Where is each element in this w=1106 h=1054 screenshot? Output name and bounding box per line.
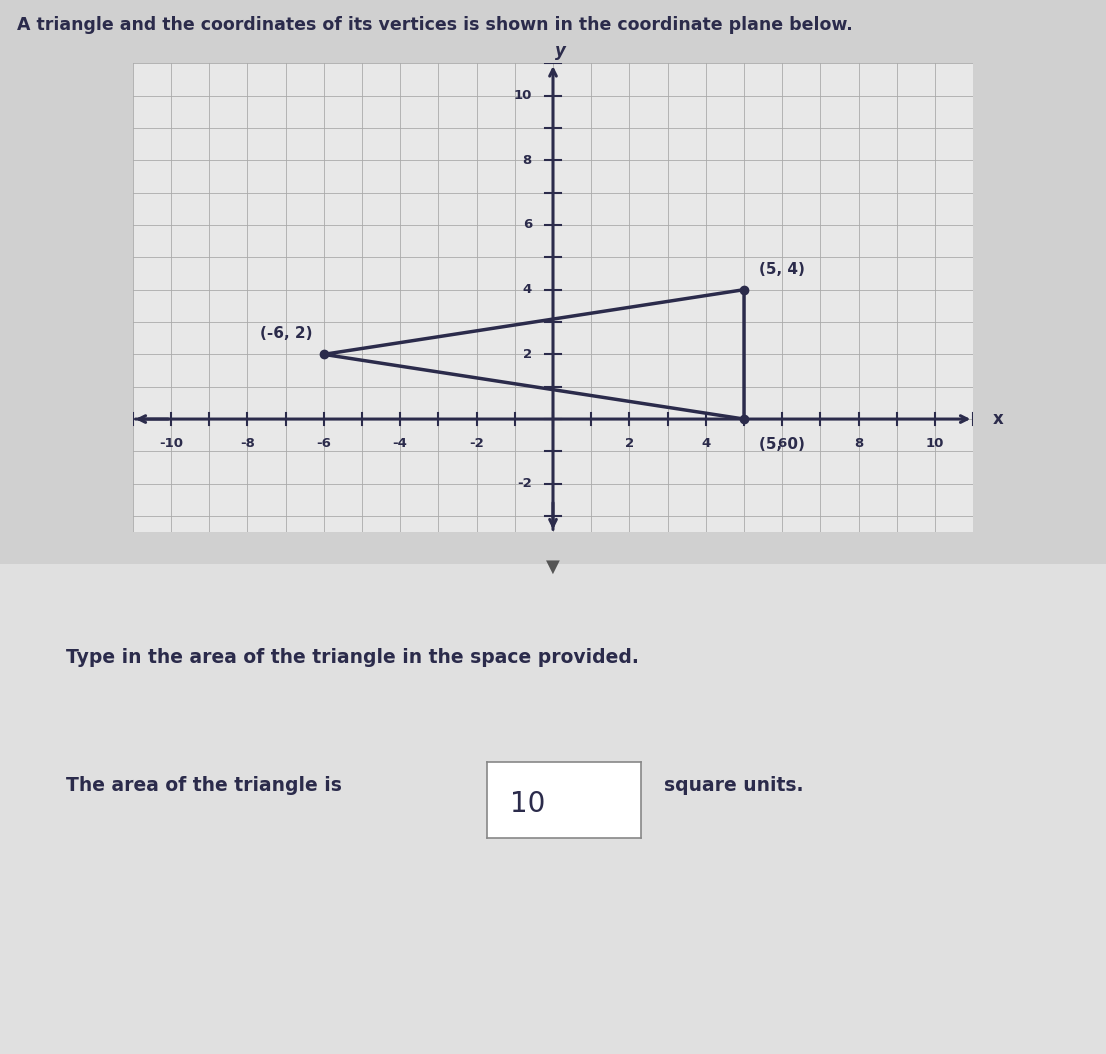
Text: -4: -4 xyxy=(393,436,408,450)
Text: Type in the area of the triangle in the space provided.: Type in the area of the triangle in the … xyxy=(66,648,639,667)
Text: A triangle and the coordinates of its vertices is shown in the coordinate plane : A triangle and the coordinates of its ve… xyxy=(17,16,853,34)
Text: 10: 10 xyxy=(510,789,545,818)
Text: 2: 2 xyxy=(625,436,634,450)
Text: 10: 10 xyxy=(926,436,945,450)
Text: 4: 4 xyxy=(701,436,710,450)
Text: x: x xyxy=(992,410,1003,428)
Text: 8: 8 xyxy=(523,154,532,167)
Text: 6: 6 xyxy=(778,436,786,450)
Text: 6: 6 xyxy=(523,218,532,232)
Text: 2: 2 xyxy=(523,348,532,360)
Text: -8: -8 xyxy=(240,436,254,450)
Text: square units.: square units. xyxy=(664,776,803,795)
Text: y: y xyxy=(555,42,566,60)
Text: (5, 4): (5, 4) xyxy=(760,261,805,277)
Text: (-6, 2): (-6, 2) xyxy=(260,327,312,341)
Text: -6: -6 xyxy=(316,436,331,450)
Text: -2: -2 xyxy=(518,477,532,490)
Text: -2: -2 xyxy=(469,436,484,450)
Text: (5, 0): (5, 0) xyxy=(760,436,805,452)
Text: ▼: ▼ xyxy=(546,558,560,577)
Text: -10: -10 xyxy=(159,436,182,450)
Text: 8: 8 xyxy=(854,436,864,450)
Text: 4: 4 xyxy=(523,284,532,296)
Text: The area of the triangle is: The area of the triangle is xyxy=(66,776,342,795)
Text: 10: 10 xyxy=(513,90,532,102)
